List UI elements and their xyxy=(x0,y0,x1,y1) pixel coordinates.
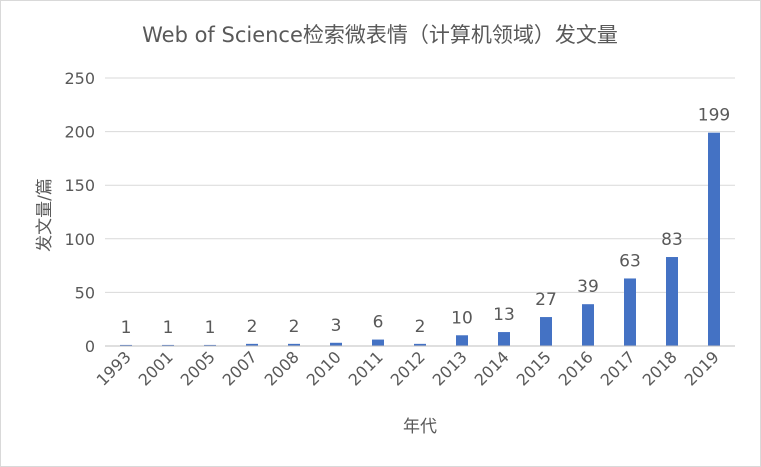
bar xyxy=(204,344,216,346)
data-label: 2 xyxy=(415,317,426,337)
bar xyxy=(498,332,510,346)
data-label: 27 xyxy=(535,290,557,310)
data-label: 39 xyxy=(577,277,599,297)
y-axis-ticks: 0 50 100 150 200 250 xyxy=(64,69,95,356)
bar xyxy=(372,339,384,346)
data-label: 13 xyxy=(493,305,515,325)
data-label: 63 xyxy=(619,251,641,271)
x-tick-label: 2016 xyxy=(555,347,597,389)
x-tick-label: 1993 xyxy=(93,347,135,389)
x-axis-ticks: 1993 2001 2005 2007 2008 2010 2011 2012 2013 2014… xyxy=(93,347,723,389)
y-axis-title: 发文量/篇 xyxy=(35,178,55,252)
x-tick-label: 2013 xyxy=(429,347,471,389)
data-label: 2 xyxy=(289,317,300,337)
x-tick-label: 2005 xyxy=(177,347,219,389)
bar xyxy=(120,344,132,346)
bar xyxy=(540,317,552,346)
y-tick-label: 0 xyxy=(85,337,95,356)
bar xyxy=(246,343,258,346)
data-label: 3 xyxy=(331,316,342,336)
bar xyxy=(708,132,720,346)
x-tick-label: 2018 xyxy=(639,347,681,389)
bar xyxy=(582,304,594,346)
data-label: 83 xyxy=(661,230,683,250)
data-label: 6 xyxy=(373,313,384,333)
data-label: 199 xyxy=(698,106,730,126)
bar xyxy=(162,344,174,346)
x-tick-label: 2015 xyxy=(513,347,555,389)
x-tick-label: 2014 xyxy=(471,347,513,389)
x-tick-label: 2017 xyxy=(597,347,639,389)
bar xyxy=(330,342,342,346)
bar xyxy=(414,343,426,346)
data-label: 1 xyxy=(205,318,216,338)
data-label: 10 xyxy=(451,308,473,328)
y-tick-label: 200 xyxy=(64,123,95,142)
data-labels: 1 1 1 2 2 3 6 2 10 13 27 39 63 83 199 xyxy=(121,106,731,338)
x-tick-label: 2019 xyxy=(681,347,723,389)
bar xyxy=(624,278,636,346)
y-tick-label: 100 xyxy=(64,230,95,249)
y-tick-label: 50 xyxy=(75,283,95,302)
x-tick-label: 2011 xyxy=(345,347,387,389)
x-tick-label: 2001 xyxy=(135,347,177,389)
bar xyxy=(666,257,678,346)
data-label: 2 xyxy=(247,317,258,337)
x-tick-label: 2012 xyxy=(387,347,429,389)
bar xyxy=(288,343,300,346)
x-tick-label: 2007 xyxy=(219,347,261,389)
data-label: 1 xyxy=(121,318,132,338)
y-tick-label: 250 xyxy=(64,69,95,88)
x-tick-label: 2008 xyxy=(261,347,303,389)
x-axis-title: 年代 xyxy=(403,417,437,437)
x-tick-label: 2010 xyxy=(303,347,345,389)
bar xyxy=(456,335,468,346)
bars xyxy=(120,132,720,346)
y-tick-label: 150 xyxy=(64,176,95,195)
data-label: 1 xyxy=(163,318,174,338)
chart-title: Web of Science检索微表情（计算机领域）发文量 xyxy=(142,23,618,47)
